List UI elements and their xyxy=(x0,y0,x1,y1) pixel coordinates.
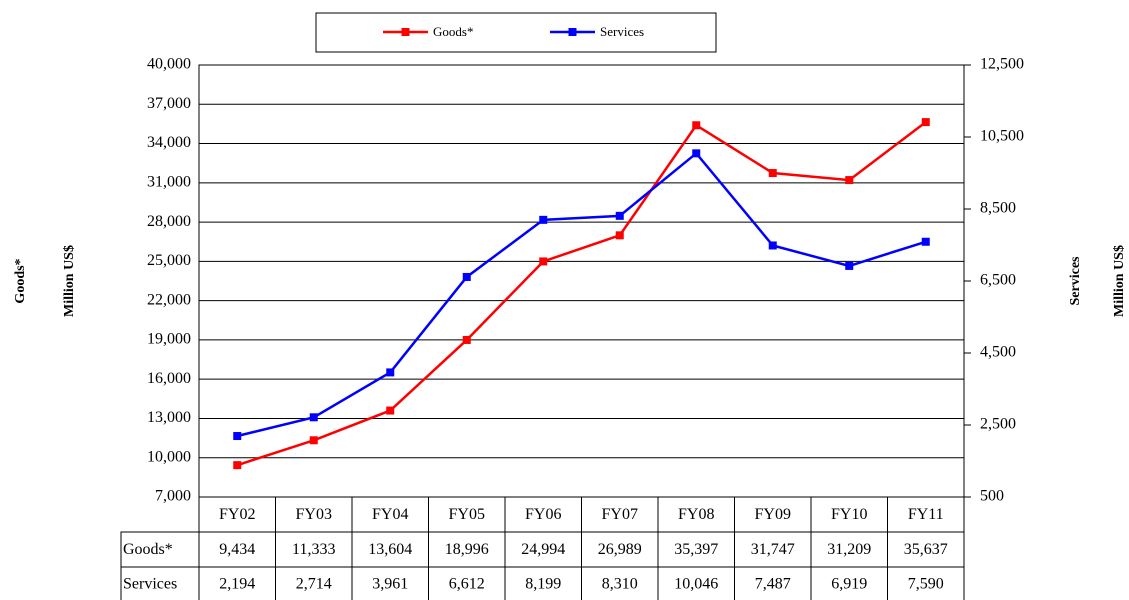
point-marker xyxy=(845,176,854,185)
point-marker xyxy=(615,211,624,220)
y-tick-label: 13,000 xyxy=(147,409,191,426)
table-cell xyxy=(887,566,965,600)
y-axis-label: Goods* xyxy=(13,258,28,303)
y2-tick-label: 6,500 xyxy=(980,272,1016,289)
data-label: 11,333 xyxy=(292,541,335,558)
x-tick-label: FY11 xyxy=(908,506,944,523)
data-label: 31,209 xyxy=(827,541,871,558)
series-line xyxy=(236,121,927,467)
table-row-label: Goods* xyxy=(123,541,173,558)
y2-tick-label: 500 xyxy=(980,488,1004,505)
data-label: 2,714 xyxy=(296,576,332,593)
legend-box xyxy=(315,12,717,53)
y-tick-label: 19,000 xyxy=(147,331,191,348)
data-label: 6,612 xyxy=(449,576,485,593)
y-tick-label: 37,000 xyxy=(147,95,191,112)
data-label: 31,747 xyxy=(751,541,795,558)
point-marker xyxy=(233,461,242,470)
data-label: 8,310 xyxy=(602,576,638,593)
point-marker xyxy=(692,121,701,130)
data-label: 3,961 xyxy=(372,576,408,593)
x-tick-label: FY08 xyxy=(678,506,714,523)
legend-marker xyxy=(401,28,410,36)
plot-frame xyxy=(198,64,965,498)
legend-marker xyxy=(568,28,577,36)
y-axis-label: Million US$ xyxy=(62,245,77,317)
legend-label: Goods* xyxy=(433,24,473,39)
x-tick-label: FY09 xyxy=(755,506,791,523)
data-label: 13,604 xyxy=(368,541,412,558)
data-label: 7,487 xyxy=(755,576,791,593)
point-marker xyxy=(309,436,318,445)
y-tick-label: 34,000 xyxy=(147,134,191,151)
table-row-label: Services xyxy=(123,576,177,593)
x-tick-label: FY07 xyxy=(602,506,638,523)
y2-tick-label: 8,500 xyxy=(980,200,1016,217)
data-label: 9,434 xyxy=(219,541,255,558)
point-marker xyxy=(768,169,777,178)
x-tick-label: FY06 xyxy=(525,506,561,523)
y-tick-label: 25,000 xyxy=(147,252,191,269)
data-label: 35,637 xyxy=(904,541,948,558)
point-marker xyxy=(462,335,471,344)
y-tick-label: 22,000 xyxy=(147,291,191,308)
data-label: 6,919 xyxy=(831,576,867,593)
point-marker xyxy=(768,241,777,250)
point-marker xyxy=(462,272,471,281)
y-tick-label: 7,000 xyxy=(155,488,191,505)
point-marker xyxy=(845,261,854,270)
y2-tick-label: 12,500 xyxy=(980,56,1024,73)
y2-tick-label: 10,500 xyxy=(980,128,1024,145)
point-marker xyxy=(921,118,930,127)
data-label: 24,994 xyxy=(521,541,565,558)
point-marker xyxy=(386,406,395,415)
data-label: 18,996 xyxy=(445,541,489,558)
point-marker xyxy=(692,149,701,158)
point-marker xyxy=(615,231,624,240)
point-marker xyxy=(386,368,395,377)
x-tick-label: FY02 xyxy=(219,506,255,523)
y-tick-label: 10,000 xyxy=(147,448,191,465)
data-label: 10,046 xyxy=(674,576,718,593)
y2-axis-label: Services xyxy=(1068,256,1083,306)
y-tick-label: 16,000 xyxy=(147,370,191,387)
point-marker xyxy=(539,215,548,224)
x-tick-label: FY03 xyxy=(296,506,332,523)
data-label: 7,590 xyxy=(908,576,944,593)
point-marker xyxy=(921,237,930,246)
y-tick-label: 28,000 xyxy=(147,213,191,230)
data-label: 2,194 xyxy=(219,576,255,593)
legend-label: Services xyxy=(600,24,644,39)
x-tick-label: FY05 xyxy=(449,506,485,523)
data-label: 35,397 xyxy=(674,541,718,558)
x-tick-label: FY04 xyxy=(372,506,408,523)
series-line xyxy=(236,151,927,438)
y-tick-label: 31,000 xyxy=(147,173,191,190)
y2-axis-label: Million US$ xyxy=(1112,245,1127,317)
data-label: 8,199 xyxy=(525,576,561,593)
data-label: 26,989 xyxy=(598,541,642,558)
point-marker xyxy=(309,413,318,422)
point-marker xyxy=(233,432,242,441)
y2-tick-label: 2,500 xyxy=(980,416,1016,433)
x-tick-label: FY10 xyxy=(831,506,867,523)
y-tick-label: 40,000 xyxy=(147,56,191,73)
point-marker xyxy=(539,257,548,266)
y2-tick-label: 4,500 xyxy=(980,344,1016,361)
